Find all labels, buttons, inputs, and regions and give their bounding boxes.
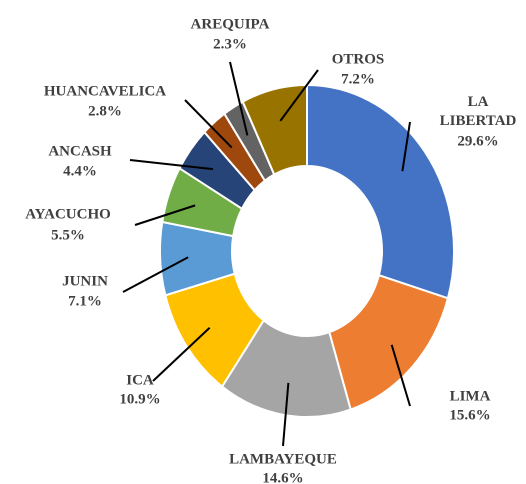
value-label: 15.6%	[449, 407, 490, 423]
leader-line	[134, 204, 196, 226]
category-label: LAMBAYEQUE	[229, 451, 337, 467]
value-label: 14.6%	[262, 470, 303, 484]
label-line: LA	[468, 94, 489, 110]
value-label: 29.6%	[457, 133, 498, 149]
value-label: 5.5%	[51, 227, 85, 243]
leader-line	[152, 327, 211, 382]
category-label: ICA	[126, 372, 154, 388]
category-label: OTROS	[332, 51, 385, 67]
value-label: 2.3%	[213, 36, 247, 52]
donut-segment	[306, 83, 455, 300]
leader-line	[401, 121, 411, 172]
donut-segment	[328, 273, 450, 411]
category-label: LIMA	[450, 388, 491, 404]
leader-line	[129, 159, 214, 171]
category-label: AREQUIPA	[191, 16, 270, 32]
value-label: 7.1%	[68, 293, 102, 309]
leader-line	[122, 256, 189, 293]
value-label: 10.9%	[119, 391, 160, 407]
value-label: 4.4%	[63, 163, 97, 179]
leader-line	[229, 61, 249, 136]
category-label: ANCASH	[48, 143, 112, 159]
category-label: JUNIN	[62, 273, 108, 289]
label-line: LIBERTAD	[440, 113, 517, 129]
category-label: LA LIBERTAD	[440, 94, 517, 129]
leader-line	[282, 382, 290, 447]
category-label: AYACUCHO	[25, 206, 111, 222]
value-label: 2.8%	[88, 103, 122, 119]
category-label: HUANCAVELICA	[44, 83, 166, 99]
leader-line	[279, 69, 319, 122]
leader-line	[390, 344, 411, 407]
value-label: 7.2%	[341, 71, 375, 87]
leader-line	[184, 99, 233, 149]
